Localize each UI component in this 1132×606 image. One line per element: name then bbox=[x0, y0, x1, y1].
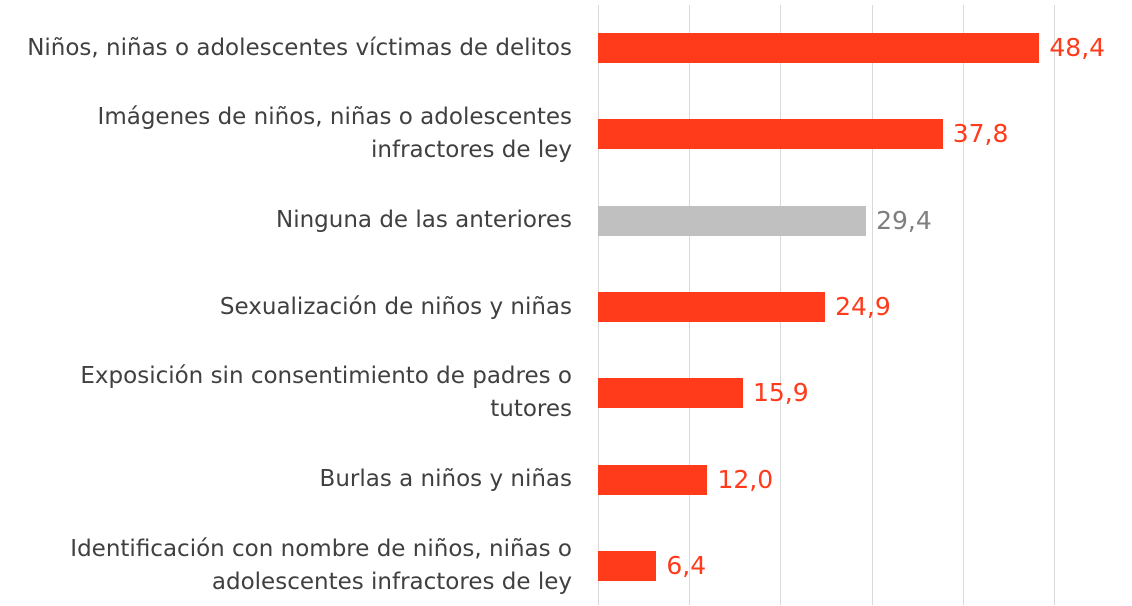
category-label: Ninguna de las anteriores bbox=[275, 207, 572, 234]
value-label: 37,8 bbox=[952, 119, 1009, 149]
value-label: 12,0 bbox=[717, 464, 774, 494]
value-label: 6,4 bbox=[666, 550, 707, 580]
bar bbox=[598, 119, 943, 150]
value-label: 15,9 bbox=[753, 378, 809, 408]
value-label: 29,4 bbox=[876, 205, 932, 235]
bar bbox=[598, 464, 708, 495]
value-label: 24,9 bbox=[835, 292, 891, 322]
bar bbox=[598, 205, 867, 236]
category-label: Niños, niñas o adolescentes víctimas de … bbox=[27, 34, 572, 61]
grid-line bbox=[962, 5, 964, 605]
category-label: Exposición sin consentimiento de padres … bbox=[80, 363, 572, 423]
bar bbox=[598, 550, 657, 581]
grid-line bbox=[1054, 5, 1055, 605]
bar bbox=[598, 33, 1040, 64]
category-label: Sexualización de niños y niñas bbox=[219, 293, 572, 320]
grid-line bbox=[871, 5, 873, 605]
category-label: Imágenes de niños, niñas o adolescentes … bbox=[97, 104, 572, 164]
bar bbox=[598, 378, 743, 409]
category-label: Burlas a niños y niñas bbox=[319, 466, 572, 493]
bar bbox=[598, 292, 826, 323]
value-label: 48,4 bbox=[1049, 33, 1106, 63]
category-label: Identificación con nombre de niños, niña… bbox=[70, 535, 572, 595]
